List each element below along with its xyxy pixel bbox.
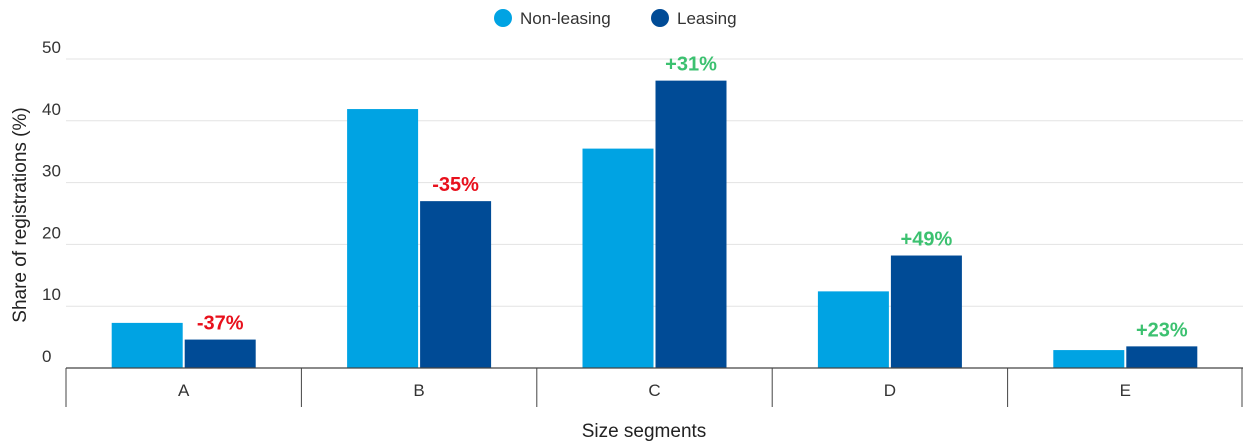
legend-swatch-leasing bbox=[651, 9, 669, 27]
bar-leasing-d bbox=[890, 255, 962, 368]
y-tick-label: 0 bbox=[42, 347, 51, 366]
change-annotation-c: +31% bbox=[665, 54, 717, 76]
y-axis-title: Share of registrations (%) bbox=[10, 107, 31, 322]
change-annotation-b: -35% bbox=[432, 174, 479, 196]
legend-swatch-non-leasing bbox=[494, 9, 512, 27]
legend-label-leasing: Leasing bbox=[677, 9, 737, 28]
bar-non-leasing-c bbox=[582, 148, 654, 368]
y-tick-label: 40 bbox=[42, 100, 61, 119]
x-axis: A B C D E bbox=[65, 367, 1243, 407]
y-tick-label: 10 bbox=[42, 285, 61, 304]
x-axis-title: Size segments bbox=[582, 421, 707, 442]
y-tick-label: 20 bbox=[42, 223, 61, 242]
bar-non-leasing-b bbox=[347, 109, 419, 369]
change-annotation-a: -37% bbox=[197, 313, 244, 335]
bar-non-leasing-d bbox=[817, 291, 889, 368]
bar-leasing-e bbox=[1126, 346, 1198, 368]
change-annotations: -37% -35% +31% +49% +23% bbox=[197, 54, 1188, 342]
bars bbox=[111, 80, 1198, 369]
x-category-label: B bbox=[413, 381, 424, 400]
gridlines bbox=[66, 58, 1243, 307]
legend-label-non-leasing: Non-leasing bbox=[520, 9, 611, 28]
change-annotation-e: +23% bbox=[1136, 319, 1188, 341]
x-category-label: A bbox=[178, 381, 190, 400]
y-axis-ticks: 0 10 20 30 40 50 bbox=[42, 38, 61, 366]
legend: Non-leasing Leasing bbox=[494, 9, 737, 28]
bar-non-leasing-e bbox=[1053, 350, 1125, 368]
change-annotation-d: +49% bbox=[901, 229, 953, 251]
x-category-label: D bbox=[884, 381, 896, 400]
y-tick-label: 30 bbox=[42, 162, 61, 181]
bar-leasing-a bbox=[184, 339, 256, 368]
x-category-label: C bbox=[648, 381, 660, 400]
y-tick-label: 50 bbox=[42, 38, 61, 57]
bar-leasing-c bbox=[655, 80, 727, 368]
bar-leasing-b bbox=[420, 201, 492, 368]
x-category-label: E bbox=[1120, 381, 1131, 400]
bar-non-leasing-a bbox=[111, 322, 183, 368]
